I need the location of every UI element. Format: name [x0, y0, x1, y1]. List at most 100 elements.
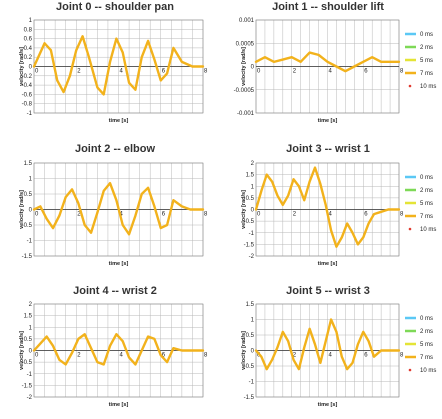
y-tick-label: 0 [29, 349, 33, 355]
series-line [254, 166, 401, 248]
series-line [254, 318, 401, 371]
y-tick-label: 2 [251, 161, 255, 167]
y-axis-label: velocity [rad/s] [241, 47, 247, 86]
legend-label: 2 ms [420, 329, 433, 335]
y-tick-label: 0.6 [24, 37, 33, 43]
y-tick-label: -0.5 [22, 360, 33, 366]
legend-label: 10 ms [420, 84, 436, 90]
y-tick-label: -1.5 [244, 395, 255, 401]
y-tick-label: 0.5 [246, 333, 255, 339]
y-tick-label: 0.2 [24, 55, 33, 61]
y-tick-label: -1 [249, 380, 255, 386]
x-tick-label: 6 [364, 212, 368, 218]
chart-title: Joint 4 -- wrist 2 [73, 285, 157, 297]
y-axis-label: velocity [rad/s] [241, 190, 247, 229]
y-tick-label: 0.8 [24, 27, 33, 33]
y-tick-label: -1 [249, 231, 255, 237]
y-tick-label: -1 [27, 239, 33, 245]
legend-label: 10 ms [420, 227, 436, 233]
y-tick-label: -0.6 [22, 92, 33, 98]
x-tick-label: 0 [257, 212, 261, 218]
legend-label: 2 ms [420, 45, 433, 51]
x-tick-label: 8 [204, 353, 208, 359]
x-tick-label: 8 [204, 69, 208, 75]
y-axis-label: velocity [rad/s] [19, 190, 25, 229]
x-axis-label: time [s] [109, 118, 129, 124]
y-tick-label: 1.5 [246, 302, 255, 308]
legend-label: 0 ms [420, 32, 433, 38]
x-tick-label: 0 [35, 212, 39, 218]
chart-panel-3: Joint 3 -- wrist 1-2-1.5-1-0.500.511.520… [241, 143, 436, 267]
y-tick-label: 1 [251, 184, 255, 190]
x-tick-label: 8 [400, 212, 404, 218]
y-tick-label: -1 [27, 372, 33, 378]
y-tick-label: 0 [251, 349, 255, 355]
y-tick-label: -0.5 [22, 223, 33, 229]
x-tick-label: 8 [400, 69, 404, 75]
y-tick-label: -0.5 [244, 219, 255, 225]
y-tick-label: 1 [29, 18, 33, 24]
x-tick-label: 4 [120, 69, 124, 75]
y-tick-label: 1.5 [24, 161, 33, 167]
y-tick-label: 0 [29, 65, 33, 71]
x-tick-label: 6 [364, 69, 368, 75]
y-tick-label: -1.5 [244, 242, 255, 248]
y-tick-label: 1.5 [246, 173, 255, 179]
y-tick-label: 0.5 [24, 337, 33, 343]
chart-title: Joint 0 -- shoulder pan [56, 1, 174, 13]
y-tick-label: 1 [29, 325, 33, 331]
x-tick-label: 0 [35, 353, 39, 359]
legend-label: 0 ms [420, 316, 433, 322]
legend-label: 10 ms [420, 368, 436, 374]
y-tick-label: 0.5 [246, 196, 255, 202]
chart-panel-2: Joint 2 -- elbow-1.5-1-0.500.511.50 2 4 6 8t… [19, 143, 208, 267]
x-tick-label: 6 [162, 353, 166, 359]
chart-title: Joint 1 -- shoulder lift [272, 1, 384, 13]
chart-title: Joint 2 -- elbow [75, 143, 156, 155]
y-tick-label: 0.4 [24, 46, 33, 52]
x-tick-label: 8 [204, 212, 208, 218]
legend-label: 7 ms [420, 355, 433, 361]
x-tick-label: 2 [293, 69, 297, 75]
x-tick-label: 2 [77, 212, 81, 218]
y-axis-label: velocity [rad/s] [241, 331, 247, 370]
chart-panel-1: Joint 1 -- shoulder lift -0.001 -0.0005 0 0.… [234, 1, 437, 124]
y-tick-label: -1 [27, 111, 33, 117]
legend-label: 7 ms [420, 71, 433, 77]
y-axis-label: velocity [rad/s] [19, 47, 25, 86]
legend-label: 7 ms [420, 214, 433, 220]
y-tick-label: -0.2 [22, 74, 33, 80]
y-tick-label: 0.0005 [236, 41, 255, 47]
x-axis-label: time [s] [109, 402, 129, 408]
chart-title: Joint 3 -- wrist 1 [286, 143, 370, 155]
y-tick-label: 2 [29, 302, 33, 308]
y-tick-label: -2 [249, 254, 255, 260]
y-tick-label: -1.5 [22, 254, 33, 260]
chart-panels: Joint 0 -- shoulder pan -1 -0.8 -0.6 -0.4 -0.… [19, 1, 436, 408]
y-tick-label: 0 [251, 65, 255, 71]
x-tick-label: 4 [329, 212, 333, 218]
y-tick-label: 0.001 [239, 18, 255, 24]
x-tick-label: 4 [120, 353, 124, 359]
x-tick-label: 8 [400, 353, 404, 359]
x-tick-label: 2 [77, 353, 81, 359]
y-tick-label: 0 [29, 208, 33, 214]
x-tick-label: 6 [364, 353, 368, 359]
x-tick-label: 6 [162, 212, 166, 218]
series-line [32, 35, 205, 96]
y-tick-label: 1 [251, 318, 255, 324]
x-axis-label: time [s] [318, 402, 338, 408]
series-line [32, 333, 205, 366]
x-tick-label: 0 [257, 69, 261, 75]
legend-label: 2 ms [420, 188, 433, 194]
y-tick-label: 0.5 [24, 192, 33, 198]
x-axis-label: time [s] [318, 261, 338, 267]
x-tick-label: 2 [293, 353, 297, 359]
legend-label: 5 ms [420, 342, 433, 348]
y-tick-label: -0.4 [22, 83, 33, 89]
chart-title: Joint 5 -- wrist 3 [286, 285, 370, 297]
x-tick-label: 4 [329, 69, 333, 75]
y-tick-label: -0.8 [22, 102, 33, 108]
x-tick-label: 2 [77, 69, 81, 75]
